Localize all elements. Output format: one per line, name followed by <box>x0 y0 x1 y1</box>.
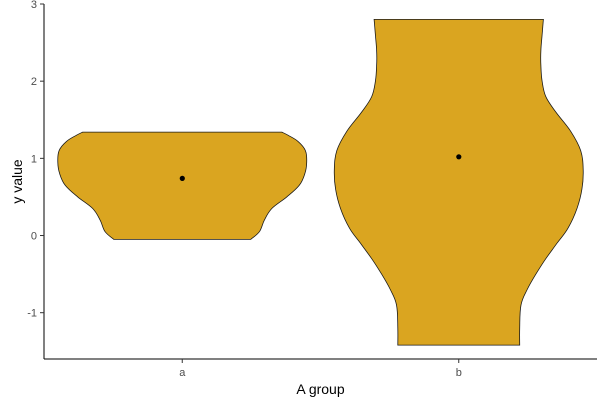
x-axis-title: A group <box>296 381 344 397</box>
x-tick-label: b <box>456 367 462 379</box>
y-tick-label: 0 <box>31 231 37 243</box>
violins <box>57 19 584 346</box>
violin-a <box>57 131 308 240</box>
y-axis-ticks: -1 0 1 2 3 <box>27 0 44 320</box>
y-axis-title: y value <box>9 159 25 204</box>
y-tick-label: 1 <box>31 153 37 165</box>
y-tick-label: 3 <box>31 0 37 11</box>
y-tick-label: 2 <box>31 76 37 88</box>
summary-point-a <box>179 175 185 181</box>
summary-point-b <box>456 154 462 160</box>
y-tick-label: -1 <box>27 308 37 320</box>
violin-b <box>333 19 584 346</box>
x-tick-label: a <box>179 367 186 379</box>
summary-points <box>179 154 462 181</box>
